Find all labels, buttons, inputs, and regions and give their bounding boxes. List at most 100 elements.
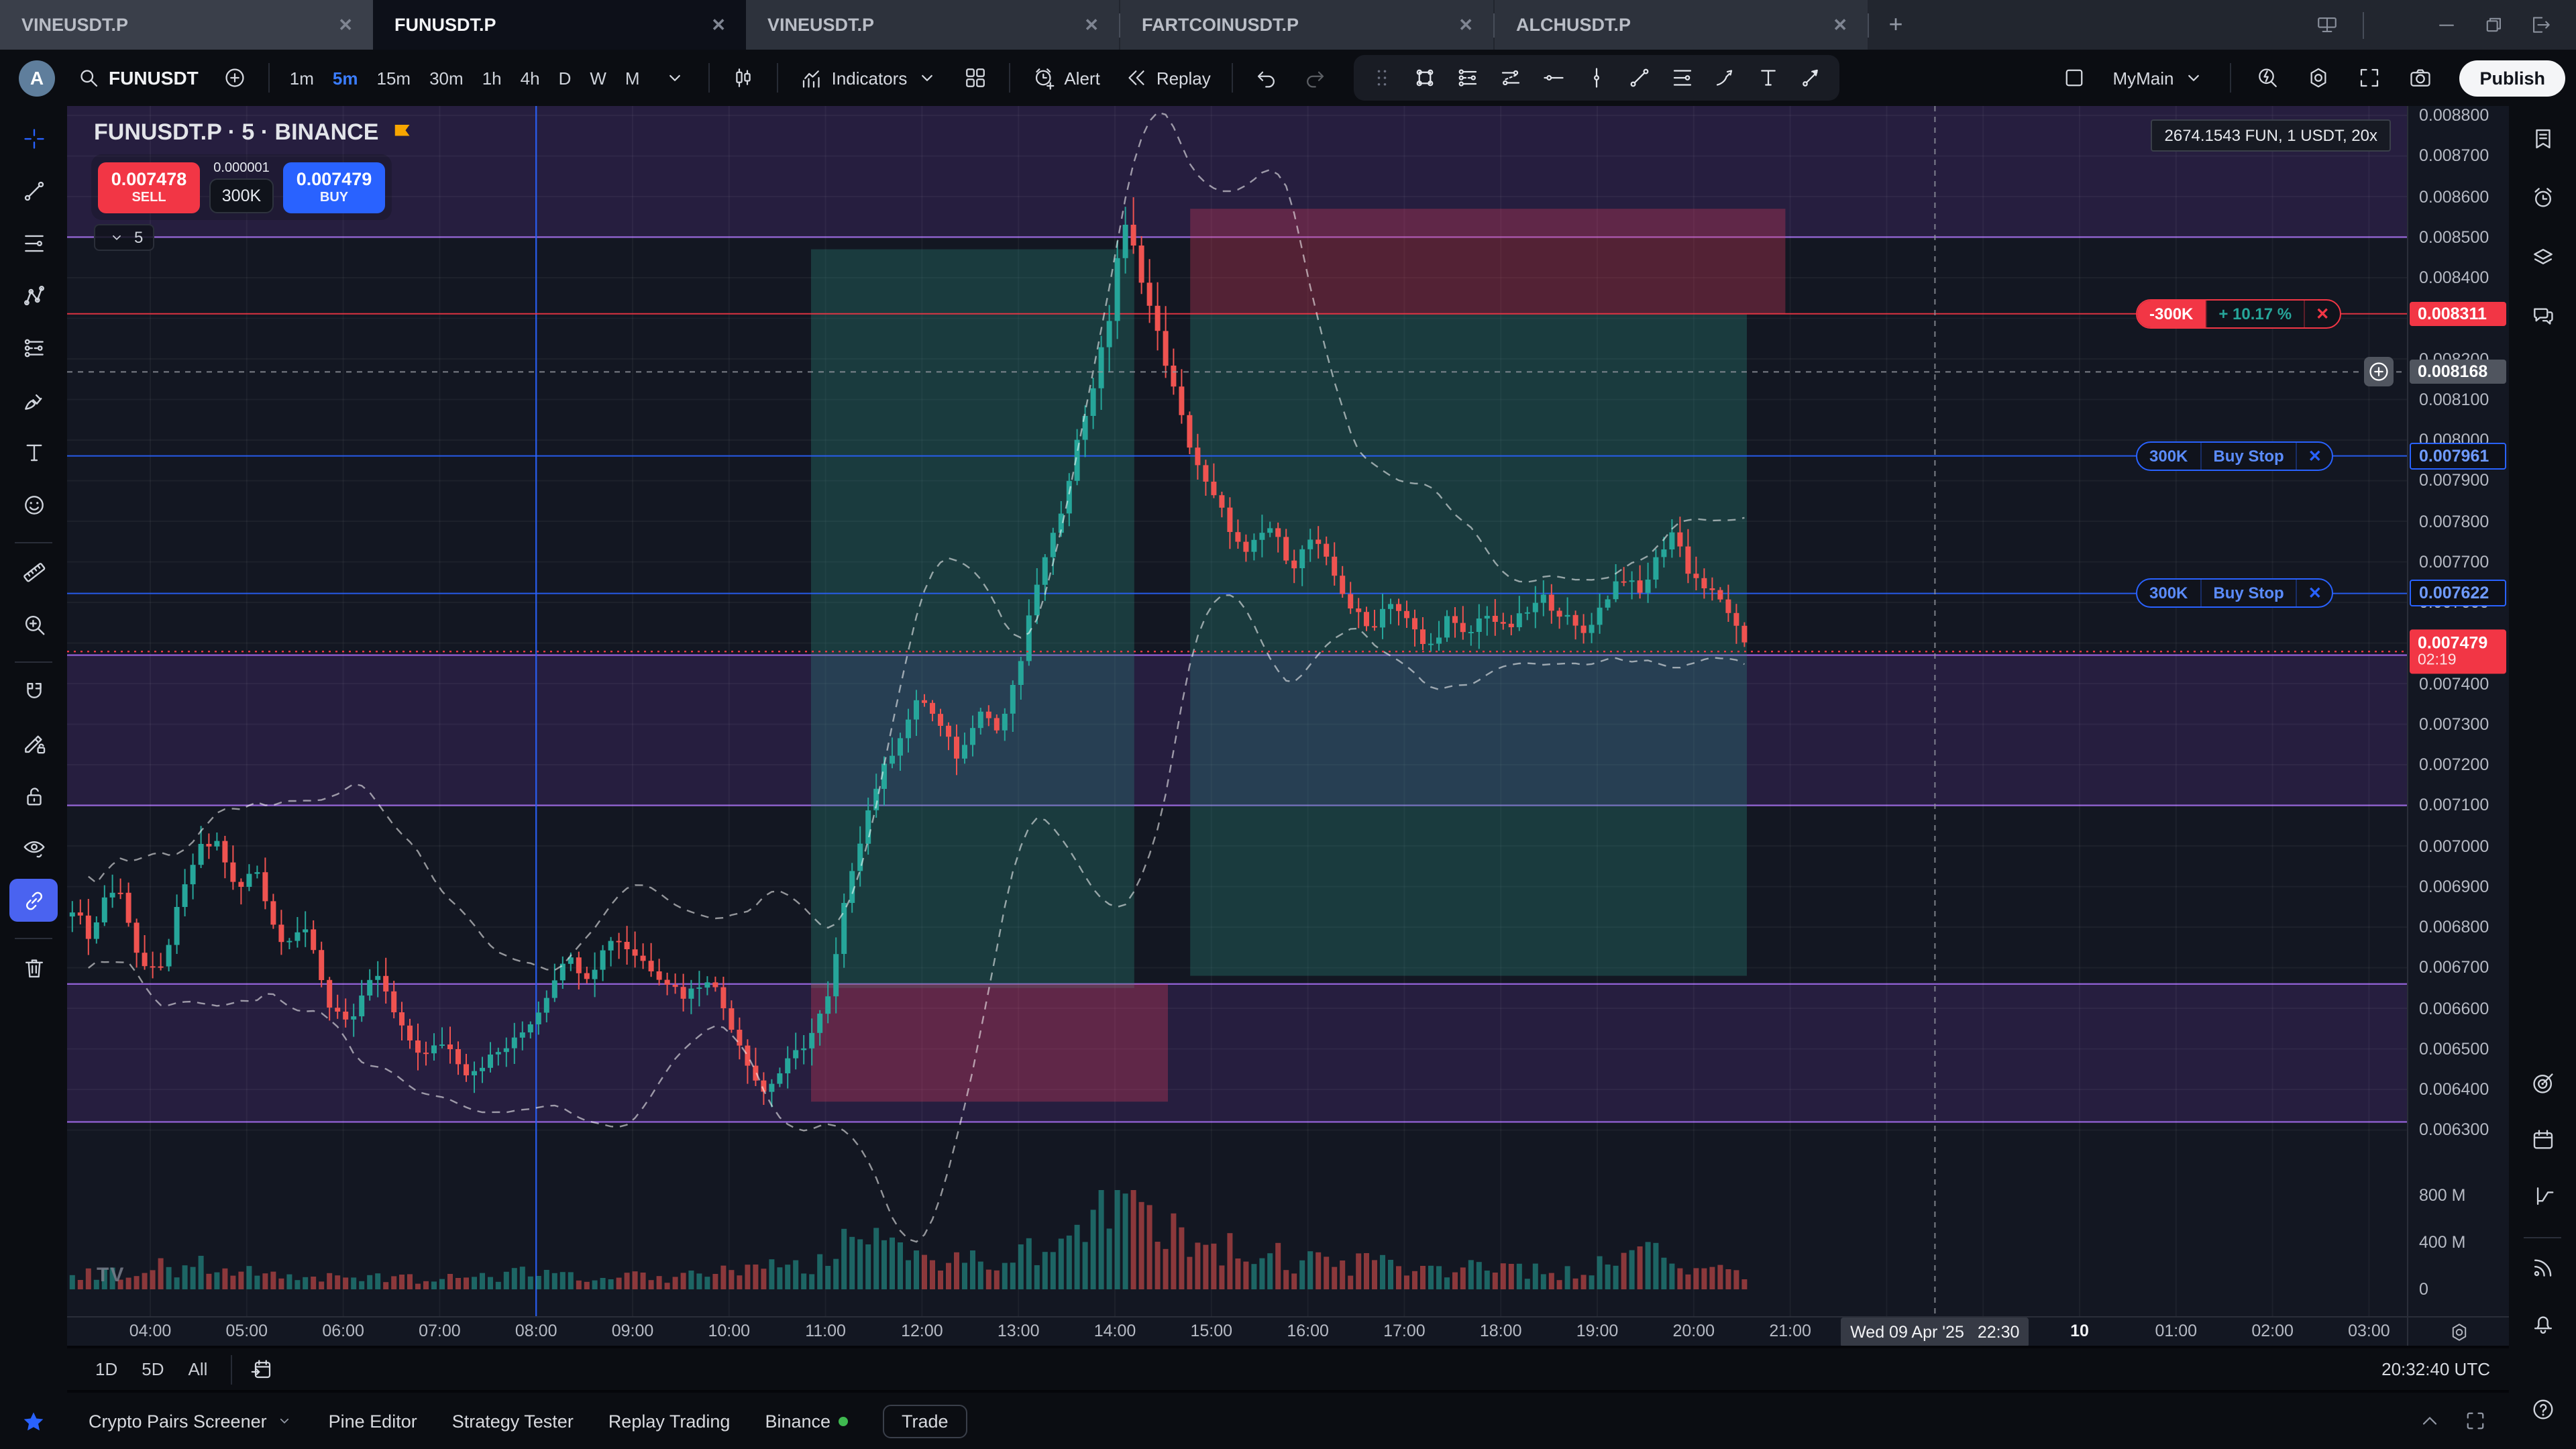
pitchfork-tool-icon[interactable] [1706, 60, 1746, 95]
exit-window-icon[interactable] [2529, 13, 2552, 36]
sell-button[interactable]: 0.007478 SELL [98, 162, 200, 213]
tab-close-icon[interactable]: ✕ [711, 14, 726, 34]
timeframe-W[interactable]: W [590, 68, 606, 88]
tab-close-icon[interactable]: ✕ [1084, 14, 1099, 34]
trade-panel-tab[interactable]: Trade [883, 1404, 967, 1438]
lock-all-drawings-tool[interactable] [9, 774, 58, 817]
alerts-button[interactable] [2518, 176, 2567, 219]
indicators-collapse-toggle[interactable]: 5 [94, 224, 154, 251]
symbol-tab-vineusdt.p[interactable]: VINEUSDT.P ✕ [0, 0, 373, 50]
tab-close-icon[interactable]: ✕ [1458, 14, 1473, 34]
text-tool[interactable] [9, 431, 58, 474]
timeframe-4h[interactable]: 4h [520, 68, 540, 88]
brush-tool[interactable] [9, 378, 58, 421]
rectangle-tool-icon[interactable] [1405, 60, 1446, 95]
chevron-up-icon[interactable] [2418, 1409, 2442, 1433]
time-axis-settings[interactable] [2407, 1316, 2509, 1346]
crosshair-add-order-button[interactable] [2364, 357, 2394, 387]
indicators-button[interactable]: Indicators [789, 59, 951, 97]
chat-button[interactable] [2518, 294, 2567, 337]
notifications-button[interactable] [2518, 1301, 2567, 1344]
symbol-search-button[interactable]: FUNUSDT [66, 59, 209, 97]
trend-line-tool[interactable] [9, 169, 58, 212]
flag-icon[interactable] [390, 121, 415, 145]
range-1d-button[interactable]: 1D [95, 1359, 118, 1379]
chart-settings-button[interactable] [2296, 59, 2341, 97]
data-window-button[interactable] [2518, 1174, 2567, 1217]
range-all-button[interactable]: All [188, 1359, 208, 1379]
fib-retracement-tool[interactable] [9, 221, 58, 264]
help-button[interactable] [2518, 1387, 2567, 1430]
tab-close-icon[interactable]: ✕ [338, 14, 353, 34]
arrow-tool-icon[interactable] [1792, 60, 1832, 95]
panel-tab-replay-trading[interactable]: Replay Trading [608, 1411, 731, 1431]
hide-all-drawings-tool[interactable] [9, 826, 58, 869]
timeframe-1m[interactable]: 1m [289, 68, 314, 88]
order-close-icon[interactable]: ✕ [2304, 301, 2340, 327]
xabcd-pattern-tool[interactable] [9, 274, 58, 317]
timeframe-1h[interactable]: 1h [482, 68, 502, 88]
panel-tab-crypto-pairs-screener[interactable]: Crypto Pairs Screener [89, 1411, 294, 1431]
snapshot-button[interactable] [2398, 59, 2443, 97]
publish-button[interactable]: Publish [2459, 60, 2565, 96]
chart-style-button[interactable] [720, 59, 766, 97]
drawing-mode-tool[interactable] [9, 722, 58, 765]
indicator-templates-button[interactable] [953, 59, 998, 97]
symbol-tab-funusdt.p[interactable]: FUNUSDT.P ✕ [373, 0, 746, 50]
bar-replay-button[interactable]: Replay [1114, 59, 1222, 97]
trend-line-tool-icon[interactable] [1620, 60, 1660, 95]
object-tree-button[interactable] [2518, 235, 2567, 278]
go-to-date-button[interactable] [245, 1353, 277, 1385]
streams-button[interactable] [2518, 1245, 2567, 1288]
buy-stop-order-label[interactable]: 300K Buy Stop ✕ [2136, 578, 2334, 608]
emoji-tool[interactable] [9, 483, 58, 526]
timeframe-D[interactable]: D [558, 68, 572, 88]
parallel-channel-tool-icon[interactable] [1491, 60, 1532, 95]
position-line-label[interactable]: -300K + 10.17 % ✕ [2136, 299, 2342, 329]
disjoint-channel-tool[interactable] [9, 326, 58, 369]
quick-search-button[interactable] [2245, 59, 2290, 97]
timeframe-menu-button[interactable] [652, 59, 698, 97]
order-close-icon[interactable]: ✕ [2296, 443, 2332, 470]
measure-tool[interactable] [9, 550, 58, 593]
maximize-panel-icon[interactable] [2463, 1409, 2487, 1433]
monitor-window-icon[interactable] [2316, 13, 2339, 36]
compare-add-symbol-button[interactable] [212, 59, 258, 97]
time-axis[interactable]: 04:00 05:00 06:00 07:00 08:00 09:00 10:00 11:00… [67, 1316, 2407, 1346]
chart-canvas[interactable]: FUNUSDT.P · 5 · BINANCE 0.007478 SELL 0.… [67, 106, 2407, 1316]
fullscreen-button[interactable] [2347, 59, 2392, 97]
create-alert-button[interactable]: Alert [1021, 59, 1110, 97]
order-close-icon[interactable]: ✕ [2296, 580, 2332, 606]
dots-h-window-icon[interactable] [2388, 13, 2411, 36]
minimize-window-icon[interactable] [2435, 13, 2458, 36]
tab-close-icon[interactable]: ✕ [1833, 14, 1847, 34]
buy-button[interactable]: 0.007479 BUY [283, 162, 385, 213]
range-5d-button[interactable]: 5D [142, 1359, 164, 1379]
timeframe-5m[interactable]: 5m [332, 68, 358, 88]
symbol-tab-alchusdt.p[interactable]: ALCHUSDT.P ✕ [1495, 0, 1868, 50]
redo-button[interactable] [1293, 59, 1338, 97]
price-scale[interactable]: 0.008800 0.008700 0.008600 0.008500 0.008400… [2407, 106, 2509, 1316]
horizontal-ray-tool-icon[interactable] [1534, 60, 1574, 95]
chart-legend[interactable]: FUNUSDT.P · 5 · BINANCE [94, 119, 415, 146]
buy-stop-order-label[interactable]: 300K Buy Stop ✕ [2136, 441, 2334, 471]
watchlist-button[interactable] [2518, 117, 2567, 160]
layout-select-button[interactable] [2051, 59, 2096, 97]
symbol-tab-vineusdt.p[interactable]: VINEUSDT.P ✕ [746, 0, 1119, 50]
disjoint-channel-tool-icon[interactable] [1448, 60, 1489, 95]
fib-retracement-tool-icon[interactable] [1663, 60, 1703, 95]
symbol-tab-fartcoinusdt.p[interactable]: FARTCOINUSDT.P ✕ [1120, 0, 1493, 50]
add-tab-button[interactable]: + [1888, 11, 1903, 38]
undo-button[interactable] [1244, 59, 1290, 97]
timeframe-M[interactable]: M [625, 68, 640, 88]
panel-tab-binance[interactable]: Binance [765, 1411, 849, 1431]
clock-utc[interactable]: 20:32:40 UTC [2381, 1359, 2490, 1379]
timeframe-30m[interactable]: 30m [429, 68, 464, 88]
timeframe-15m[interactable]: 15m [376, 68, 411, 88]
restore-window-icon[interactable] [2482, 13, 2505, 36]
calendar-button[interactable] [2518, 1118, 2567, 1161]
layout-name-button[interactable]: MyMain [2102, 59, 2216, 97]
quantity-input[interactable]: 300K [209, 178, 274, 213]
favorites-star-button[interactable] [0, 1409, 67, 1436]
sync-drawings-tool[interactable] [9, 879, 58, 922]
